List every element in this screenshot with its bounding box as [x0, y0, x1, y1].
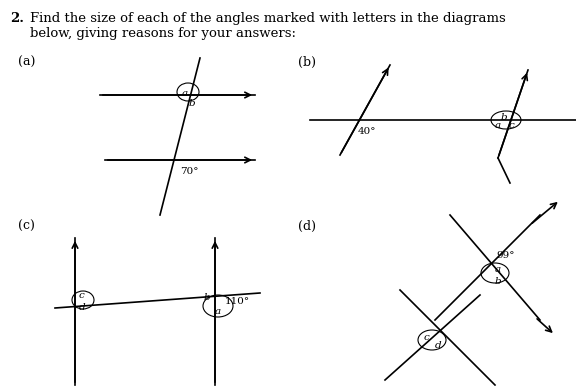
Text: (c): (c) [18, 220, 35, 233]
Text: c: c [508, 122, 514, 130]
Text: a: a [182, 88, 188, 98]
Text: b: b [189, 98, 195, 107]
Text: a: a [495, 266, 501, 274]
Text: 110°: 110° [225, 298, 250, 306]
Text: (b): (b) [298, 56, 316, 69]
Text: (a): (a) [18, 56, 35, 69]
Text: b: b [495, 276, 501, 286]
Text: a: a [495, 122, 501, 130]
Text: c: c [79, 291, 85, 300]
Text: Find the size of each of the angles marked with letters in the diagrams
below, g: Find the size of each of the angles mark… [30, 12, 506, 40]
Text: 70°: 70° [180, 168, 199, 176]
Text: 99°: 99° [496, 251, 514, 259]
Text: 2.: 2. [10, 12, 24, 25]
Text: a: a [215, 308, 221, 317]
Text: (d): (d) [298, 220, 316, 233]
Text: c: c [423, 332, 429, 342]
Text: d: d [435, 340, 441, 349]
Text: b: b [204, 293, 210, 301]
Text: d: d [79, 303, 86, 312]
Text: 40°: 40° [358, 127, 377, 136]
Text: b: b [501, 112, 507, 122]
